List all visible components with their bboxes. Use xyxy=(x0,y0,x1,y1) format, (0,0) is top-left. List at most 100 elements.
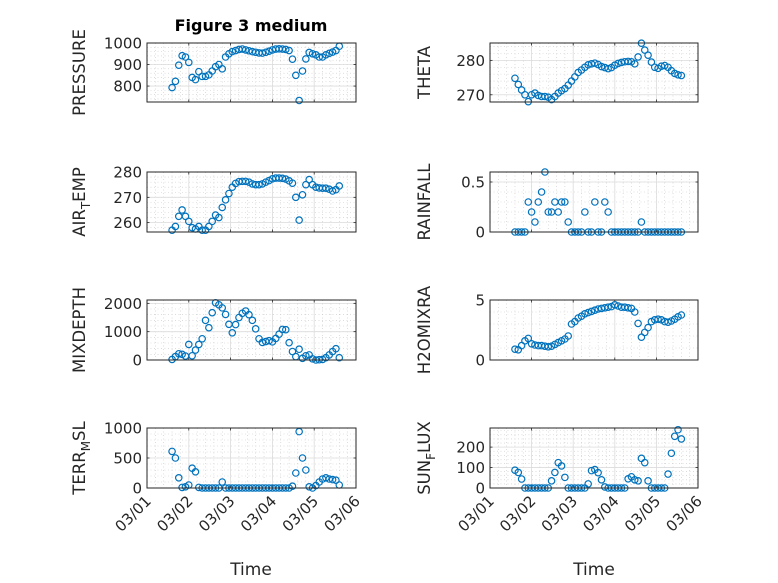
data-series xyxy=(511,300,686,354)
data-point xyxy=(292,469,300,477)
y-tick-label: 0 xyxy=(475,480,485,498)
axes-box xyxy=(146,42,357,103)
data-point xyxy=(168,83,176,92)
data-point xyxy=(215,213,223,222)
data-point xyxy=(298,190,307,199)
data-point xyxy=(278,174,287,183)
y-tick-label: 270 xyxy=(456,86,485,104)
y-axis-label: H2OMIXRA xyxy=(415,285,434,374)
data-point xyxy=(644,477,652,485)
y-tick-label: 0 xyxy=(132,480,142,498)
data-point xyxy=(305,175,313,184)
x-axis-label-right: Time xyxy=(572,560,615,580)
subplot-rainfall: 0 0.5 RAINFALL xyxy=(415,163,699,242)
data-point xyxy=(561,473,569,482)
y-axis-label: RAINFALL xyxy=(415,163,434,241)
y-tick-label: 270 xyxy=(113,189,142,207)
data-point xyxy=(198,334,206,343)
data-point xyxy=(328,475,337,484)
data-point xyxy=(288,347,297,356)
data-point xyxy=(278,325,287,334)
data-point xyxy=(188,351,196,360)
data-point xyxy=(514,80,523,89)
data-point xyxy=(640,458,649,467)
data-point xyxy=(308,49,317,58)
axes-box xyxy=(146,299,357,361)
data-point xyxy=(298,67,307,75)
data-point xyxy=(664,318,672,327)
data-point xyxy=(557,198,566,206)
data-point xyxy=(205,323,213,332)
data-point xyxy=(587,466,596,475)
y-tick-label: 500 xyxy=(113,450,142,468)
plot-area xyxy=(490,172,698,232)
data-point xyxy=(221,196,230,204)
data-point xyxy=(674,71,682,79)
data-point xyxy=(248,316,257,325)
plot-area xyxy=(147,172,356,232)
data-point xyxy=(171,77,180,86)
data-point xyxy=(241,46,250,54)
data-point xyxy=(288,482,297,491)
y-axis-label: PRESSURE xyxy=(70,29,89,116)
data-point xyxy=(511,74,519,83)
data-point xyxy=(305,48,313,57)
data-point xyxy=(335,182,344,190)
data-point xyxy=(285,46,293,55)
data-point xyxy=(644,323,652,332)
data-point xyxy=(174,349,183,358)
data-point xyxy=(591,306,599,315)
data-point xyxy=(171,454,180,462)
data-point xyxy=(185,217,193,226)
y-tick-label: 0 xyxy=(132,352,142,370)
data-point xyxy=(581,208,589,216)
data-point xyxy=(328,187,337,195)
data-point xyxy=(624,303,632,312)
data-point xyxy=(198,226,206,235)
plot-area xyxy=(147,300,356,360)
data-point xyxy=(610,300,619,309)
data-point xyxy=(288,55,297,63)
y-tick-label: 800 xyxy=(113,78,142,96)
axes-box xyxy=(489,171,699,233)
data-point xyxy=(584,308,592,317)
data-point xyxy=(295,216,303,224)
data-point xyxy=(511,345,519,354)
data-point xyxy=(634,477,642,485)
data-point xyxy=(322,473,330,482)
subplot-theta: 270 280 THETA xyxy=(415,39,699,106)
data-point xyxy=(584,480,592,488)
data-point xyxy=(677,71,686,80)
data-point xyxy=(604,303,612,312)
y-tick-label: 1000 xyxy=(104,35,142,53)
data-point xyxy=(238,45,247,53)
y-tick-label: 280 xyxy=(113,164,142,182)
data-point xyxy=(604,64,612,73)
data-point xyxy=(624,57,632,66)
data-point xyxy=(597,476,606,484)
data-point xyxy=(564,218,573,226)
data-point xyxy=(601,198,609,206)
data-point xyxy=(537,188,546,196)
data-point xyxy=(181,212,190,221)
data-point xyxy=(205,222,213,231)
y-axis-label: MIXDEPTH xyxy=(70,287,89,373)
data-point xyxy=(581,309,589,318)
data-point xyxy=(191,467,200,476)
data-point xyxy=(228,329,237,337)
data-point xyxy=(544,342,553,351)
data-point xyxy=(258,49,267,57)
y-tick-label: 0 xyxy=(475,224,485,242)
data-point xyxy=(245,310,253,319)
data-point xyxy=(547,477,556,485)
y-tick-label: 1000 xyxy=(104,420,142,438)
data-point xyxy=(185,58,193,67)
data-point xyxy=(557,462,566,470)
data-point xyxy=(208,308,217,317)
data-point xyxy=(677,311,686,319)
data-point xyxy=(541,92,549,101)
data-point xyxy=(181,53,190,61)
data-point xyxy=(178,206,186,214)
data-point xyxy=(517,475,526,483)
data-point xyxy=(191,346,200,354)
